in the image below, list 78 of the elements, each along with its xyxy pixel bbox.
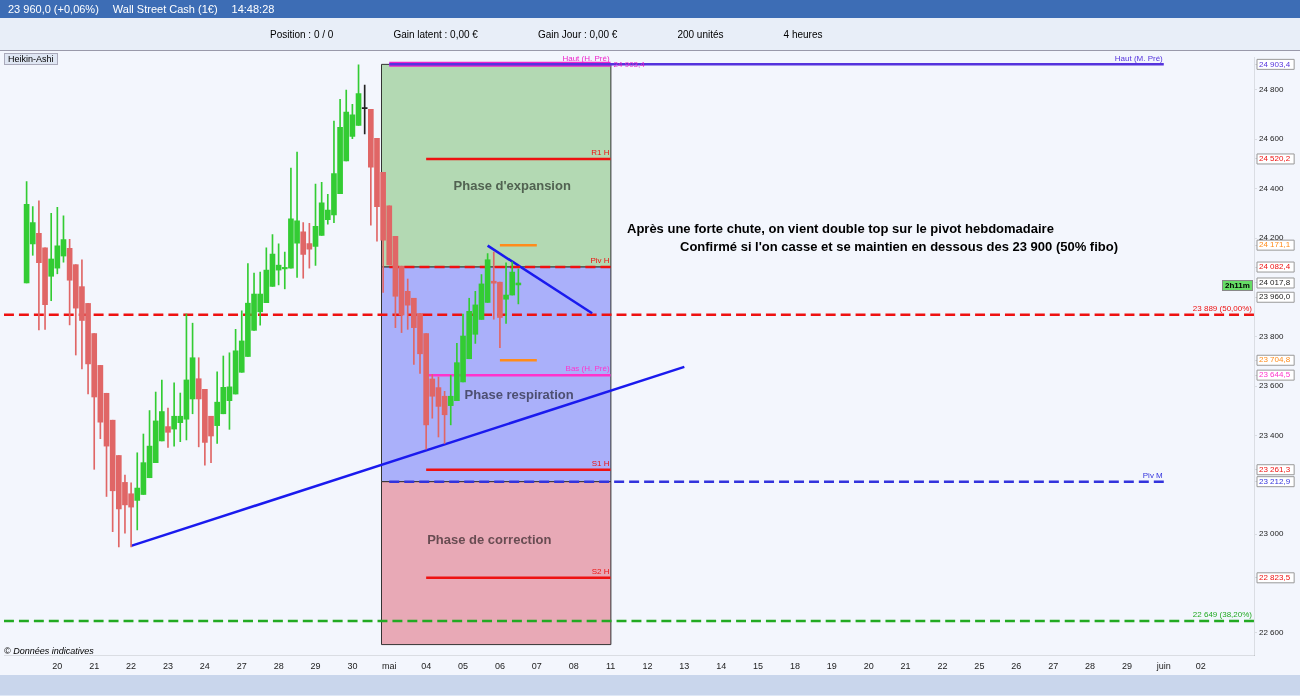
series-label: Bas (H. Pré)	[565, 364, 610, 374]
x-tick-label: 22	[126, 661, 137, 672]
x-tick-label: 05	[458, 661, 469, 672]
text: Position : 0 / 0	[270, 28, 334, 40]
y-tick-label: 24 600	[1259, 134, 1285, 144]
y-tick-label: 24 082,4	[1259, 262, 1291, 272]
chart-title: Wall Street Cash (1€)	[112, 3, 218, 15]
x-tick-label: 29	[310, 661, 321, 672]
x-tick-label: mai	[382, 661, 397, 672]
x-tick-label: 18	[789, 661, 800, 672]
band-label: Phase de correction	[427, 531, 552, 547]
y-tick-label: 23 800	[1259, 331, 1285, 341]
x-tick-label: 27	[236, 661, 247, 672]
text: Gain latent : 0,00 €	[393, 28, 478, 40]
y-tick-label: 23 000	[1259, 529, 1285, 539]
chart-subtitle: Heikin-Ashi	[4, 53, 58, 65]
x-tick-label: 13	[679, 661, 690, 672]
y-tick-label: 24 200	[1259, 233, 1285, 243]
y-tick-label: 24 800	[1259, 85, 1285, 95]
x-tick-label: 20	[52, 661, 63, 672]
series-label: Piv H	[590, 256, 610, 266]
x-tick-label: 29	[1121, 661, 1132, 672]
x-tick-label: 07	[531, 661, 542, 672]
band-label: Phase d'expansion	[453, 177, 571, 193]
x-tick-label: 28	[1085, 661, 1096, 672]
x-tick-label: 26	[1011, 661, 1022, 672]
annotation: Après une forte chute, on vient double top sur le pivot hebdomadaire	[627, 221, 1054, 236]
y-tick-label: 23 704,8	[1259, 355, 1291, 365]
y-tick-label: 23 212,9	[1259, 476, 1291, 486]
x-tick-label: 23	[162, 661, 173, 672]
x-tick-label: 19	[826, 661, 837, 672]
y-tick-label: 24 400	[1259, 183, 1285, 193]
x-tick-label: 02	[1195, 661, 1206, 672]
series-label: R1 H	[591, 148, 610, 158]
band-label: Phase respiration	[464, 387, 574, 403]
x-tick-label: 11	[605, 661, 616, 672]
y-tick-label: 23 400	[1259, 430, 1285, 440]
x-tick-label: 24	[199, 661, 210, 672]
y-tick-label: 24 903,4	[1259, 59, 1291, 69]
series-label: S1 H	[591, 458, 610, 468]
text: 4 heures	[783, 28, 823, 40]
annotation: Confirmé si l'on casse et se maintien en dessous des 23 900 (50% fibo)	[680, 239, 1119, 254]
ref-line-label: 23 889 (50,00%)	[1192, 303, 1253, 313]
data-label: 24 903,4	[613, 59, 646, 69]
x-tick-label: 04	[421, 661, 432, 672]
x-tick-label: 06	[494, 661, 505, 672]
x-tick-label: 30	[347, 661, 358, 672]
text: 200 unités	[677, 28, 724, 40]
y-tick-label: 24 017,8	[1259, 278, 1291, 288]
x-tick-label: 21	[900, 661, 911, 672]
x-tick-label: 25	[974, 661, 985, 672]
y-tick-label: 23 644,5	[1259, 370, 1291, 380]
x-tick-label: 22	[937, 661, 948, 672]
y-tick-label: 22 823,5	[1259, 573, 1291, 583]
x-tick-label: 12	[642, 661, 653, 672]
text: 23 960,0 (+0,06%)	[8, 3, 99, 15]
y-tick-label: 24 520,2	[1259, 154, 1291, 164]
x-tick-label: 20	[863, 661, 874, 672]
text: 14:48:28	[231, 3, 275, 15]
x-tick-label: 08	[568, 661, 579, 672]
x-tick-label: 28	[273, 661, 284, 672]
y-tick-label: 22 600	[1259, 628, 1285, 638]
y-tick-label: 23 261,3	[1259, 464, 1291, 474]
y-tick-label: 24 171,1	[1259, 240, 1291, 250]
series-label: Haut (M. Pré)	[1114, 53, 1164, 63]
text: Gain Jour : 0,00 €	[537, 28, 618, 40]
x-tick-label: 14	[716, 661, 727, 672]
annotation: 2h11m	[1222, 280, 1253, 291]
series-label: Piv M	[1142, 470, 1164, 480]
series-label: S2 H	[591, 567, 610, 577]
x-tick-label: 27	[1048, 661, 1059, 672]
y-tick-label: 23 600	[1259, 381, 1285, 391]
annotation: © Données indicatives	[4, 646, 94, 656]
x-tick-label: 21	[89, 661, 100, 672]
x-tick-label: 15	[753, 661, 764, 672]
ref-line-label: 22 649 (38,20%)	[1192, 610, 1253, 620]
y-tick-label: 23 960,0	[1259, 292, 1291, 302]
x-tick-label: juin	[1155, 661, 1171, 672]
